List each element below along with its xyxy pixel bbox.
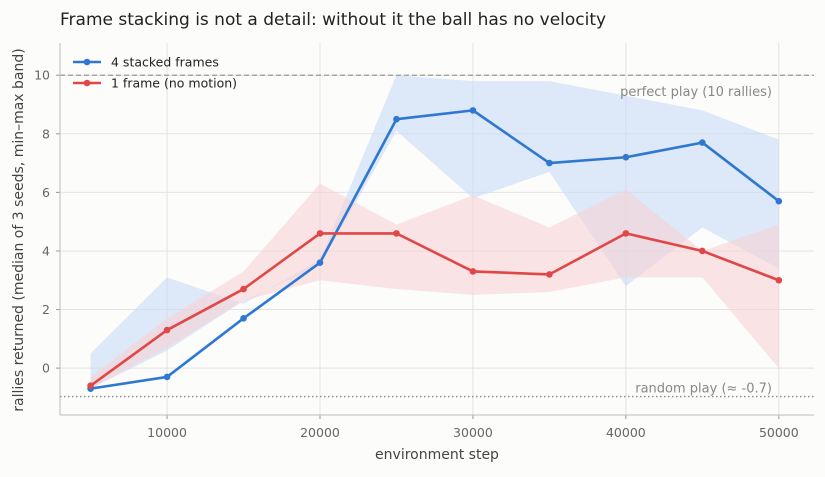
reference-lines: perfect play (10 rallies) random play (≈ … — [60, 74, 814, 398]
band-series-0 — [90, 75, 779, 389]
series-0-point — [775, 197, 783, 205]
series-1-point — [622, 230, 630, 237]
series-line-1 — [89, 232, 780, 387]
series-1-point — [469, 268, 477, 275]
series-line-0 — [90, 109, 780, 390]
series-0-point — [622, 153, 630, 161]
legend: 4 stacked frames 1 frame (no motion) — [73, 55, 237, 91]
series-0-point — [469, 107, 477, 114]
x-tick-label: 40000 — [606, 425, 646, 440]
series-1-point — [316, 230, 324, 237]
y-tick-label: 0 — [42, 361, 50, 376]
series-1-point — [546, 271, 553, 278]
axis-layer: 10000 20000 30000 40000 50000 0 2 4 6 8 10 — [34, 43, 814, 440]
legend-label-1-frame: 1 frame (no motion) — [111, 76, 237, 91]
series-0-point — [163, 373, 171, 381]
y-tick-label: 6 — [42, 185, 50, 200]
y-tick-label: 8 — [42, 126, 50, 141]
series-1-point — [699, 247, 706, 255]
y-tick-label: 4 — [42, 243, 50, 258]
y-axis-label: rallies returned (median of 3 seeds, min… — [11, 48, 27, 411]
x-tick-label: 30000 — [453, 425, 493, 440]
series-0-point — [393, 115, 400, 123]
series-1-point — [775, 276, 783, 284]
series-1-point — [393, 230, 400, 237]
chart-title: Frame stacking is not a detail: without … — [60, 10, 606, 30]
legend-label-4-stacked-frames: 4 stacked frames — [111, 55, 219, 70]
y-tick-label: 2 — [42, 302, 50, 317]
legend-marker-1-frame — [83, 79, 91, 87]
x-tick-label: 20000 — [300, 425, 340, 440]
x-tick-label: 50000 — [759, 425, 799, 440]
series-0-point — [316, 259, 324, 266]
series-layer — [87, 107, 783, 392]
series-1-point — [163, 326, 171, 334]
series-0-point — [699, 139, 706, 146]
reference-label-0: perfect play (10 rallies) — [620, 85, 772, 100]
series-0-point — [240, 315, 247, 322]
x-axis-label: environment step — [375, 447, 499, 463]
legend-marker-4-stacked-frames — [83, 58, 91, 66]
band-layer — [90, 75, 779, 389]
band-series-1 — [90, 183, 779, 389]
series-1-point — [87, 382, 94, 390]
reference-label-1: random play (≈ -0.7) — [635, 382, 772, 397]
y-tick-label: 10 — [34, 68, 50, 83]
x-tick-label: 10000 — [147, 425, 187, 440]
series-1-point — [240, 285, 247, 293]
series-0-point — [546, 159, 553, 167]
